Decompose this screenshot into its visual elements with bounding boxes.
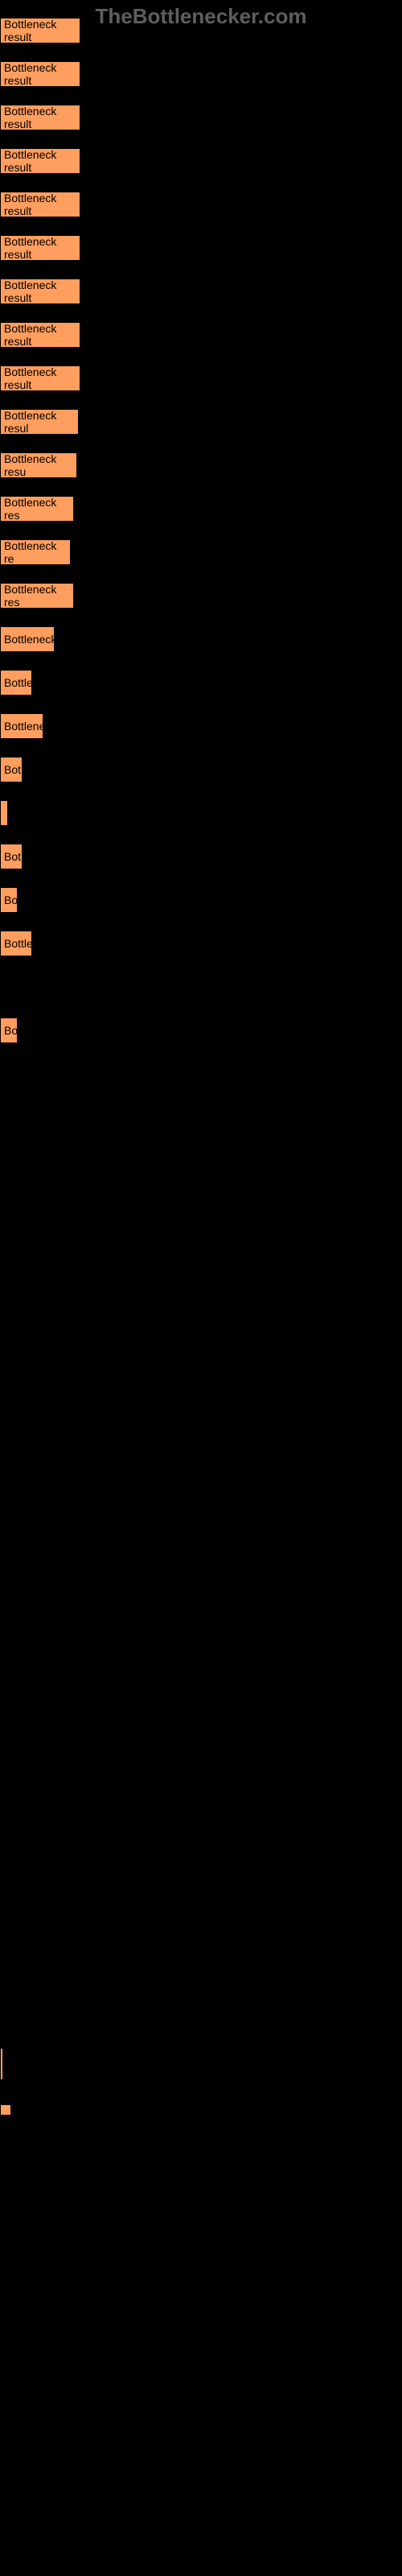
bottleneck-bar[interactable]: Bottleneck resul	[0, 409, 79, 435]
bottleneck-bar[interactable]: Bottleneck res	[0, 496, 74, 522]
bottleneck-bar[interactable]: Bot	[0, 844, 23, 869]
bottleneck-bar[interactable]: Bottleneck result	[0, 235, 80, 261]
bottleneck-bar[interactable]: Bottle	[0, 931, 32, 956]
bottleneck-bar[interactable]: Bottleneck result	[0, 322, 80, 348]
bottleneck-bar[interactable]: Bo	[0, 887, 18, 913]
bottleneck-bar-small[interactable]	[0, 2048, 3, 2080]
bars-container: Bottleneck result Bottleneck result Bottle…	[0, 18, 80, 1061]
bottleneck-bar[interactable]: Bottleneck result	[0, 18, 80, 43]
bottleneck-bar[interactable]: Bottleneck result	[0, 365, 80, 391]
bottleneck-bar[interactable]: Bo	[0, 1018, 18, 1043]
watermark: TheBottlenecker.com	[96, 4, 307, 29]
bottleneck-bar[interactable]: Bottleneck	[0, 626, 55, 652]
bottleneck-bar[interactable]: Bottleneck re	[0, 539, 71, 565]
bottleneck-bar[interactable]: Bottleneck res	[0, 583, 74, 609]
bottleneck-bar[interactable]: Bottle	[0, 670, 32, 696]
bottleneck-bar[interactable]: Bottleneck result	[0, 105, 80, 130]
bottleneck-bar[interactable]	[0, 800, 8, 826]
bottleneck-bar[interactable]: Bottleneck result	[0, 148, 80, 174]
bottleneck-bar[interactable]: Bottlene	[0, 713, 43, 739]
bottleneck-bar-small[interactable]	[0, 2104, 11, 2116]
bottleneck-bar[interactable]: Bottleneck resu	[0, 452, 77, 478]
bottleneck-bar[interactable]: Bottleneck result	[0, 192, 80, 217]
bottleneck-bar[interactable]: Bot	[0, 757, 23, 782]
bottleneck-bar[interactable]: Bottleneck result	[0, 61, 80, 87]
bottleneck-bar[interactable]: Bottleneck result	[0, 279, 80, 304]
